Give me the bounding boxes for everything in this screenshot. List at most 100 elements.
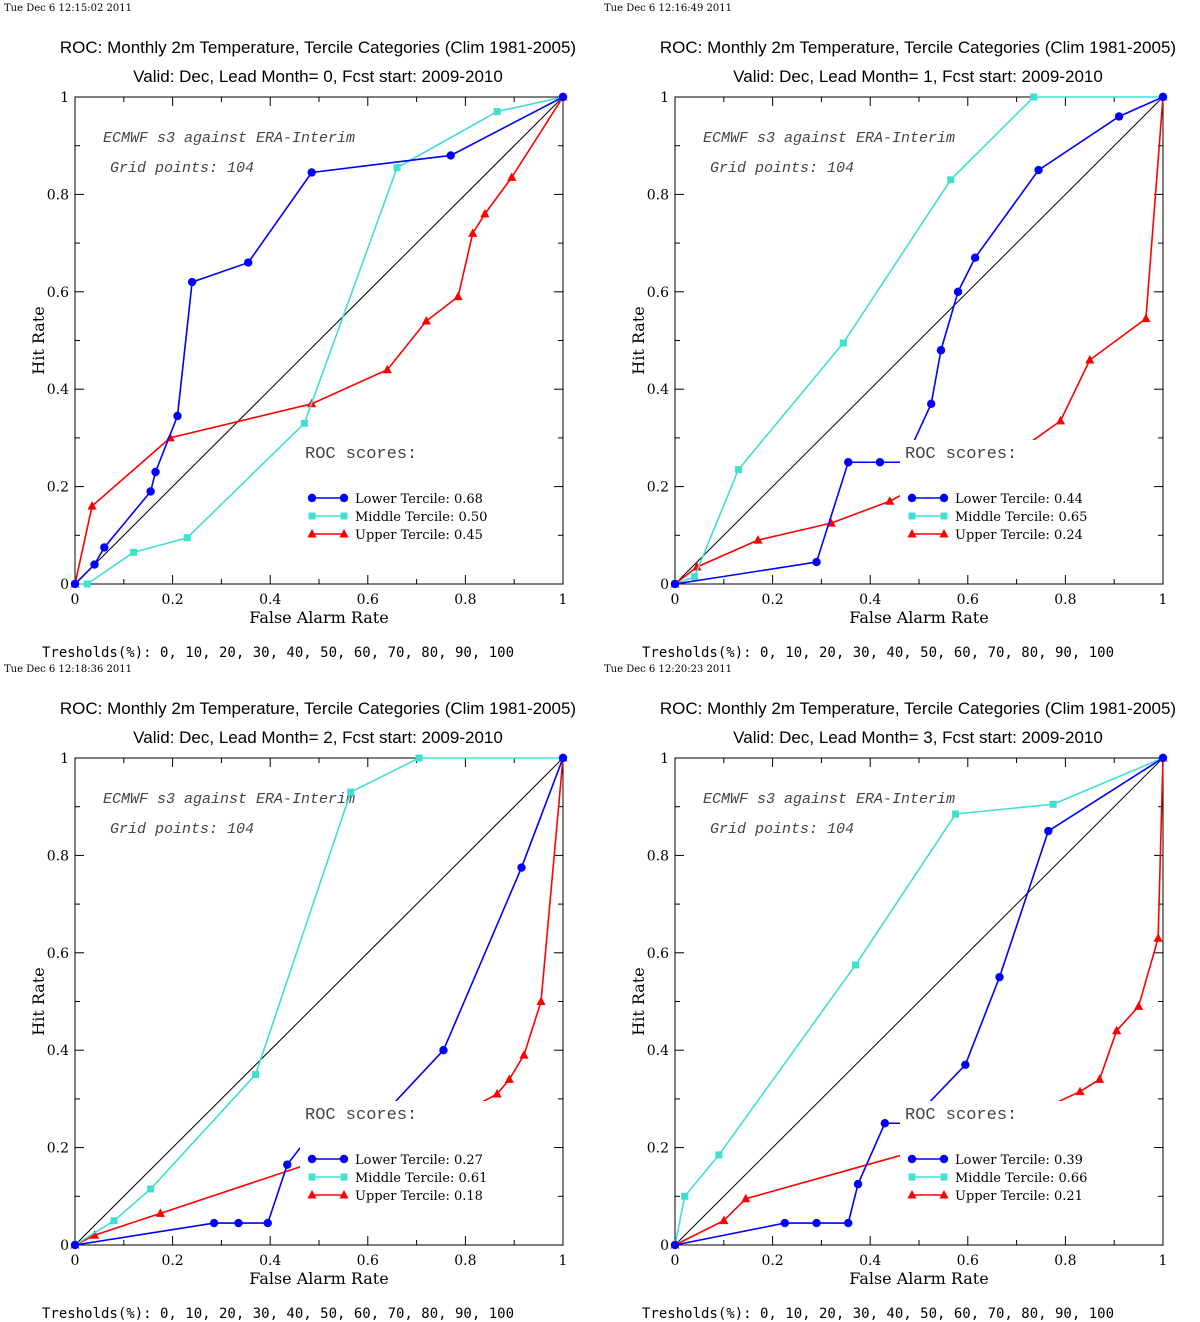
y-tick-label: 0.2: [47, 1141, 69, 1157]
chart-subtitle: Valid: Dec, Lead Month= 0, Fcst start: 2…: [133, 67, 503, 86]
x-tick-label: 0.8: [1054, 592, 1076, 608]
data-point-middle: [1049, 800, 1057, 808]
x-tick-label: 0.6: [357, 592, 379, 608]
legend-background: [900, 440, 1090, 544]
x-axis-label: False Alarm Rate: [249, 608, 388, 627]
y-tick-label: 0: [60, 1238, 69, 1254]
data-point-lower: [70, 1240, 80, 1250]
x-axis-label: False Alarm Rate: [849, 608, 988, 627]
x-tick-label: 1: [1159, 1253, 1168, 1269]
roc-scores-heading: ROC scores:: [905, 445, 1017, 464]
x-tick-label: 1: [559, 1253, 568, 1269]
legend-entry-middle: Middle Tercile: 0.50: [355, 510, 487, 525]
data-point-middle: [183, 534, 191, 542]
x-tick-label: 1: [1159, 592, 1168, 608]
y-axis-label: Hit Rate: [629, 306, 648, 374]
thresholds-text: Tresholds(%): 0, 10, 20, 30, 40, 50, 60,…: [42, 1306, 514, 1322]
roc-panel-1: Tue Dec 6 12:16:49 2011 ROC: Monthly 2m T…: [604, 3, 1176, 661]
legend-entry-upper: Upper Tercile: 0.45: [355, 528, 483, 543]
chart-title: ROC: Monthly 2m Temperature, Tercile Cat…: [60, 699, 576, 718]
legend-marker-middle: [308, 512, 316, 520]
roc-scores-heading: ROC scores:: [905, 1106, 1017, 1125]
data-point-upper: [1085, 354, 1095, 364]
data-point-middle: [83, 580, 91, 588]
y-tick-label: 0: [60, 577, 69, 593]
data-point-lower: [173, 411, 182, 421]
data-point-middle: [715, 1151, 723, 1159]
data-point-lower: [970, 253, 980, 262]
roc-scores-heading: ROC scores:: [305, 1106, 417, 1125]
x-tick-label: 0.2: [761, 1253, 783, 1269]
legend-marker-upper: [907, 529, 917, 538]
x-tick-label: 0.6: [957, 592, 979, 608]
data-point-upper: [1055, 415, 1066, 425]
thresholds-text: Tresholds(%): 0, 10, 20, 30, 40, 50, 60,…: [42, 645, 514, 661]
data-point-lower: [146, 487, 155, 496]
legend-marker-lower: [307, 493, 317, 503]
thresholds-text: Tresholds(%): 0, 10, 20, 30, 40, 50, 60,…: [642, 645, 1114, 661]
data-point-middle: [952, 810, 960, 818]
data-point-lower: [244, 258, 253, 267]
chart-title: ROC: Monthly 2m Temperature, Tercile Cat…: [60, 38, 576, 57]
data-point-lower: [844, 1218, 853, 1228]
annotation-grid-points: Grid points: 104: [710, 160, 854, 177]
data-point-middle: [852, 961, 860, 969]
legend-marker-middle: [940, 512, 948, 520]
data-point-middle: [300, 419, 308, 427]
annotation-grid-points: Grid points: 104: [110, 160, 254, 177]
data-point-upper: [1141, 313, 1151, 323]
x-tick-label: 0.4: [859, 592, 881, 608]
y-tick-label: 1: [660, 751, 669, 767]
data-point-upper: [1112, 1025, 1122, 1035]
chart-subtitle: Valid: Dec, Lead Month= 2, Fcst start: 2…: [133, 728, 503, 747]
y-tick-label: 0: [660, 1238, 669, 1254]
data-point-middle: [734, 466, 742, 474]
legend-entry-middle: Middle Tercile: 0.66: [955, 1171, 1087, 1186]
data-point-upper: [492, 1089, 502, 1098]
thresholds-text: Tresholds(%): 0, 10, 20, 30, 40, 50, 60,…: [642, 1306, 1114, 1322]
data-point-middle: [110, 1217, 118, 1225]
x-tick-label: 0.2: [761, 592, 783, 608]
data-point-upper: [87, 501, 97, 510]
y-tick-label: 0.6: [47, 285, 69, 301]
no-skill-diagonal: [674, 96, 1164, 585]
chart-subtitle: Valid: Dec, Lead Month= 1, Fcst start: 2…: [733, 67, 1103, 86]
x-tick-label: 0: [671, 592, 680, 608]
data-point-upper: [507, 172, 517, 181]
no-skill-diagonal: [74, 757, 564, 1246]
data-point-lower: [1158, 92, 1168, 102]
data-point-lower: [961, 1060, 970, 1070]
legend-marker-middle: [908, 512, 916, 520]
legend-marker-upper: [339, 1190, 349, 1199]
annotation-model: ECMWF s3 against ERA-Interim: [103, 791, 355, 808]
legend-entry-upper: Upper Tercile: 0.24: [955, 528, 1083, 543]
data-point-upper: [382, 364, 392, 374]
legend-entry-lower: Lower Tercile: 0.68: [355, 492, 483, 507]
data-point-upper: [468, 228, 478, 237]
legend-entry-middle: Middle Tercile: 0.65: [955, 510, 1087, 525]
x-tick-label: 0.8: [454, 1253, 476, 1269]
x-tick-label: 0: [671, 1253, 680, 1269]
y-tick-label: 0.4: [47, 1043, 69, 1059]
legend-entry-middle: Middle Tercile: 0.61: [355, 1171, 487, 1186]
y-axis-label: Hit Rate: [29, 967, 48, 1035]
data-point-upper: [519, 1050, 529, 1059]
y-tick-label: 0.6: [647, 946, 669, 962]
x-tick-label: 0.4: [259, 1253, 281, 1269]
chart-title: ROC: Monthly 2m Temperature, Tercile Cat…: [660, 699, 1176, 718]
data-point-lower: [995, 972, 1004, 982]
y-tick-label: 0.8: [647, 848, 669, 864]
timestamp: Tue Dec 6 12:18:36 2011: [4, 664, 132, 675]
data-point-lower: [880, 1119, 890, 1128]
y-tick-label: 0.4: [47, 382, 69, 398]
y-tick-label: 0.6: [47, 946, 69, 962]
data-point-lower: [517, 863, 526, 872]
data-point-upper: [1075, 1086, 1085, 1096]
legend-marker-lower: [907, 493, 917, 503]
legend-entry-lower: Lower Tercile: 0.44: [955, 492, 1083, 507]
x-tick-label: 0.2: [161, 1253, 183, 1269]
data-point-lower: [812, 1218, 821, 1228]
data-point-lower: [151, 467, 160, 477]
legend-marker-upper: [307, 529, 317, 538]
data-point-lower: [936, 346, 946, 355]
